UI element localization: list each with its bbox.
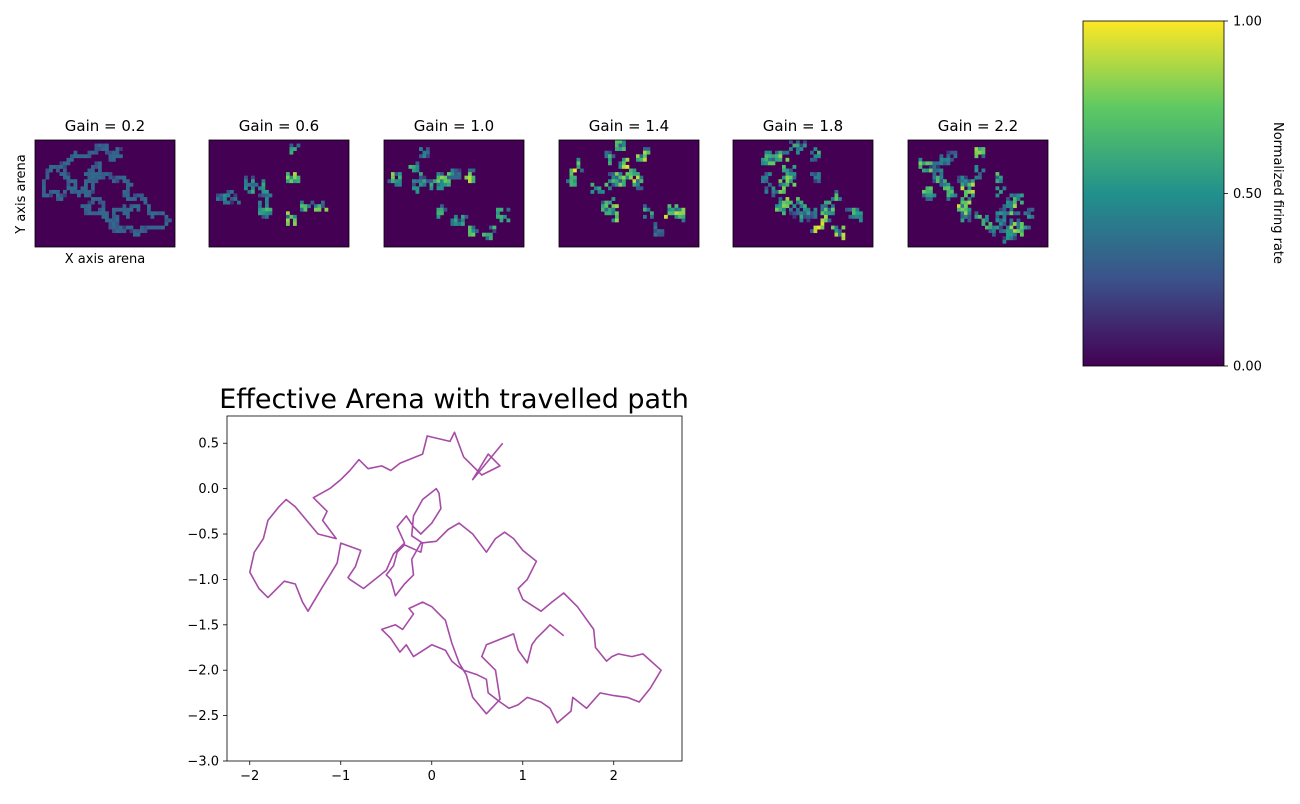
colorbar-tick-label: 1.00: [1233, 15, 1262, 30]
travelled-path-line: [249, 431, 662, 724]
heatmap-xlabel: X axis arena: [65, 252, 145, 267]
heatmap-title: Gain = 1.8: [763, 117, 843, 135]
heatmap-title: Gain = 2.2: [938, 117, 1018, 135]
y-tick-label: −0.5: [187, 528, 219, 543]
y-tick-label: −1.5: [187, 618, 219, 633]
heatmap-title: Gain = 0.6: [239, 117, 319, 135]
y-tick-label: 0.0: [198, 482, 219, 497]
heatmap-title: Gain = 0.2: [65, 117, 145, 135]
colorbar-tick-label: 0.00: [1233, 360, 1262, 375]
heatmap-panel: Gain = 1.8: [732, 117, 874, 248]
colorbar-tick-label: 0.50: [1233, 187, 1262, 202]
x-tick-label: 0: [428, 769, 436, 784]
heatmap-panel: Gain = 1.4: [558, 117, 700, 248]
colorbar-gradient: [1082, 20, 1225, 367]
heatmap-title: Gain = 1.0: [414, 117, 494, 135]
colorbar: 0.00 0.50 1.00: [1082, 15, 1262, 375]
path-plot-frame: [226, 415, 683, 762]
x-tick-label: 1: [519, 769, 527, 784]
heatmap-panel: Gain = 1.0: [383, 117, 525, 248]
heatmap-panel: Gain = 2.2: [907, 117, 1049, 248]
y-tick-label: −1.0: [187, 573, 219, 588]
y-tick-label: −2.0: [187, 664, 219, 679]
heatmap-panel: Gain = 0.6: [208, 117, 350, 248]
path-plot-title: Effective Arena with travelled path: [219, 384, 689, 415]
heatmap-ylabel: Y axis arena: [14, 154, 29, 234]
heatmap-title: Gain = 1.4: [589, 117, 669, 135]
y-tick-label: 0.5: [198, 437, 219, 452]
x-tick-label: −1: [331, 769, 350, 784]
heatmap-panel: Gain = 0.2: [34, 117, 176, 248]
path-plot: −2 −1 0 1 2 0.5 0.0 −0.5 −1.0 −1.5 −2.0 −2.5 −3.0: [187, 415, 683, 784]
y-tick-label: −3.0: [187, 755, 219, 770]
y-tick-label: −2.5: [187, 709, 219, 724]
colorbar-label: Normalized firing rate: [1270, 122, 1285, 264]
x-tick-label: 2: [610, 769, 618, 784]
heatmap-row: Gain = 0.2 Gain = 0.6 Gain = 1.0 Gain = 1.4…: [34, 117, 1049, 248]
x-tick-label: −2: [240, 769, 259, 784]
